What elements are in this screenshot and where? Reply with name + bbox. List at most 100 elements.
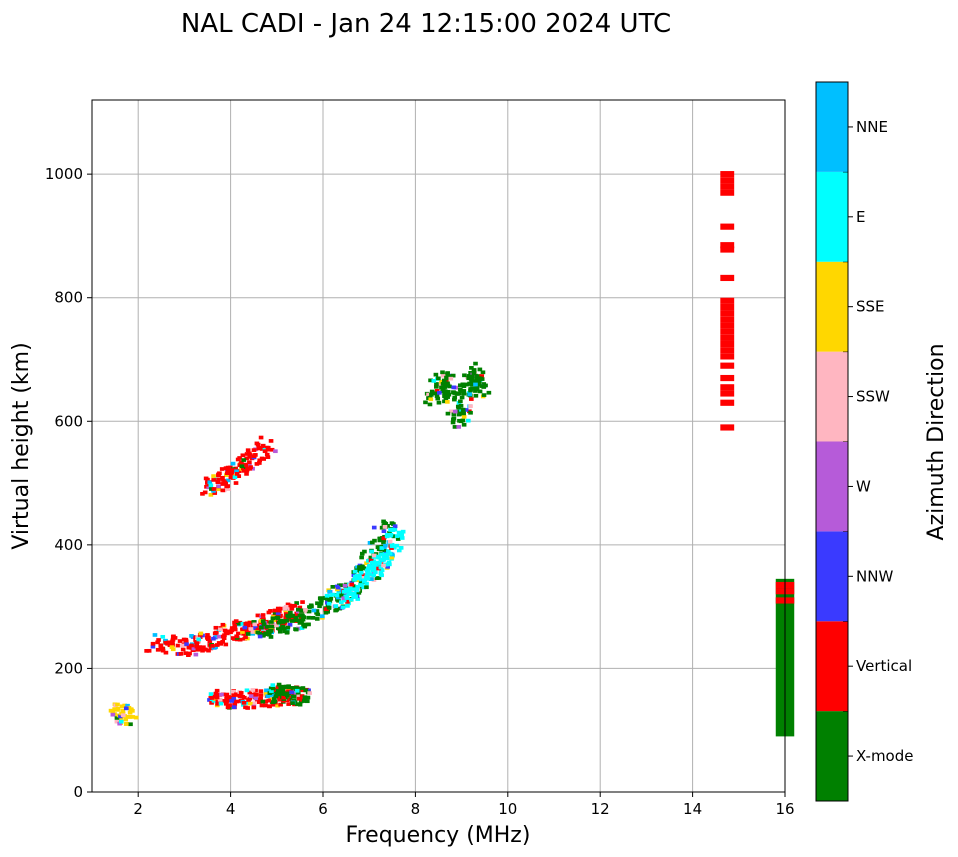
echo-cell bbox=[158, 644, 164, 649]
echo-block bbox=[720, 362, 735, 369]
colorbar-tick-label: NNW bbox=[856, 567, 893, 585]
echo-cell bbox=[461, 411, 466, 416]
echo-cell bbox=[326, 601, 332, 606]
echo-cell bbox=[361, 578, 367, 583]
y-tick-label: 800 bbox=[54, 289, 83, 307]
echo-cell bbox=[239, 460, 244, 464]
echo-cell bbox=[381, 540, 386, 545]
echo-cell bbox=[267, 704, 272, 709]
echo-cell bbox=[428, 378, 433, 383]
echo-cell bbox=[224, 696, 229, 701]
echo-cell bbox=[373, 570, 378, 575]
echo-cell bbox=[270, 616, 276, 621]
echo-cell bbox=[266, 629, 271, 634]
echo-cell bbox=[265, 447, 271, 452]
echo-cell bbox=[459, 395, 465, 400]
echo-cell bbox=[222, 699, 227, 703]
echo-cell bbox=[427, 402, 433, 407]
echo-cell bbox=[378, 571, 384, 576]
echo-block bbox=[720, 384, 735, 391]
echo-cell bbox=[390, 528, 396, 533]
y-tick-label: 400 bbox=[54, 536, 83, 554]
echo-cell bbox=[165, 641, 170, 646]
echo-cell bbox=[215, 480, 221, 484]
echo-cell bbox=[128, 722, 133, 727]
echo-cell bbox=[262, 449, 268, 454]
echo-cell bbox=[218, 627, 223, 632]
echo-cell bbox=[114, 716, 120, 720]
echo-block bbox=[720, 334, 735, 341]
echo-cell bbox=[284, 618, 290, 623]
echo-cell bbox=[431, 379, 437, 383]
echo-cell bbox=[445, 371, 450, 375]
echo-cell bbox=[251, 705, 257, 710]
echo-block bbox=[720, 374, 735, 382]
echo-cell bbox=[286, 615, 291, 619]
echo-cell bbox=[299, 608, 305, 613]
echo-cell bbox=[208, 646, 214, 651]
echo-cell bbox=[349, 582, 355, 587]
echo-cell bbox=[364, 585, 369, 590]
echo-cell bbox=[462, 373, 467, 378]
colorbar-tick-label: SSE bbox=[856, 298, 885, 316]
echo-cell bbox=[123, 706, 129, 711]
echo-cell bbox=[318, 601, 324, 606]
echo-cell bbox=[209, 487, 214, 491]
echo-cell bbox=[260, 443, 266, 448]
echo-cell bbox=[371, 578, 377, 582]
echo-block bbox=[720, 183, 735, 190]
echo-cell bbox=[170, 647, 176, 652]
echo-cell bbox=[381, 553, 387, 558]
echo-cell bbox=[457, 408, 463, 413]
echo-cell bbox=[243, 463, 248, 468]
echo-cell bbox=[221, 636, 227, 641]
echo-cell bbox=[220, 639, 225, 644]
echo-cell bbox=[208, 483, 214, 488]
echo-cell bbox=[213, 625, 219, 630]
echo-cell bbox=[251, 454, 257, 459]
echo-cell bbox=[445, 381, 450, 386]
echo-cell bbox=[341, 598, 347, 603]
echo-cell bbox=[444, 376, 450, 381]
echo-cell bbox=[295, 702, 300, 707]
echo-cell bbox=[196, 637, 202, 642]
echo-cell bbox=[163, 650, 169, 655]
echo-cell bbox=[247, 460, 252, 465]
echo-cell bbox=[356, 590, 362, 595]
echo-cell bbox=[251, 620, 257, 624]
echo-cell bbox=[216, 487, 221, 492]
echo-cell bbox=[186, 645, 192, 650]
echo-cell bbox=[255, 630, 261, 635]
echo-cell bbox=[277, 629, 283, 634]
echo-cell bbox=[327, 594, 333, 599]
echo-cell bbox=[317, 604, 322, 609]
echo-cell bbox=[231, 696, 237, 701]
echo-cell bbox=[119, 704, 125, 709]
echo-cell bbox=[120, 713, 126, 718]
echo-cell bbox=[477, 389, 483, 394]
echo-cell bbox=[381, 563, 386, 568]
echo-cell bbox=[231, 693, 236, 698]
colorbar-tick-label: Vertical bbox=[856, 657, 912, 675]
echo-cell bbox=[469, 382, 475, 387]
plot-area bbox=[108, 171, 795, 737]
echo-cell bbox=[220, 622, 226, 627]
echo-cell bbox=[237, 694, 243, 698]
echo-cell bbox=[452, 395, 458, 400]
echo-block bbox=[720, 399, 735, 406]
echo-cell bbox=[189, 643, 194, 648]
echo-cell bbox=[451, 417, 456, 422]
echo-cell bbox=[232, 623, 238, 628]
echo-cell bbox=[461, 391, 467, 396]
echo-cell bbox=[319, 614, 325, 619]
echo-cell bbox=[369, 577, 374, 581]
echo-cell bbox=[434, 384, 439, 389]
echo-cell bbox=[264, 632, 270, 637]
echo-cell bbox=[126, 705, 132, 710]
echo-cell bbox=[156, 638, 161, 642]
x-tick-label: 14 bbox=[683, 800, 702, 818]
echo-cell bbox=[155, 640, 160, 645]
echo-cell bbox=[469, 397, 474, 401]
echo-cell bbox=[279, 626, 284, 631]
echo-cell bbox=[233, 619, 239, 623]
